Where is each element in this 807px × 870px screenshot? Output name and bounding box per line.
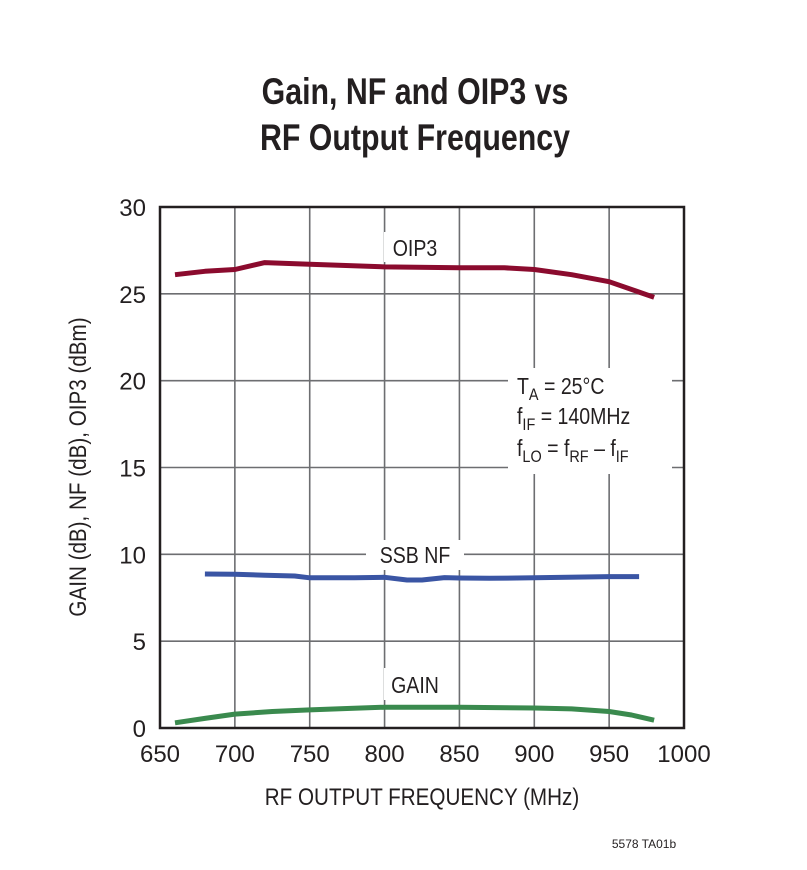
annotation-fif: fIF = 140MHz xyxy=(517,404,630,435)
x-tick-label: 900 xyxy=(514,741,554,768)
title-line-2: RF Output Frequency xyxy=(260,117,570,159)
x-tick-label: 950 xyxy=(589,741,629,768)
series-line-ssb-nf xyxy=(204,571,640,583)
series-line-gain xyxy=(174,704,655,726)
x-axis-label: RF OUTPUT FREQUENCY (MHz) xyxy=(265,784,579,811)
y-tick-label: 5 xyxy=(133,629,146,656)
annotation-ta: TA = 25°C xyxy=(517,374,604,405)
y-tick-label: 10 xyxy=(119,542,146,569)
series-group xyxy=(174,260,655,726)
x-tick-label: 1000 xyxy=(657,741,710,768)
series-labels: OIP3 SSB NF GAIN xyxy=(366,232,464,700)
plot-frame xyxy=(158,205,686,730)
y-tick-label: 25 xyxy=(119,282,146,309)
y-tick-label: 15 xyxy=(119,456,146,483)
y-axis-label: GAIN (dB), NF (dB), OIP3 (dBm) xyxy=(65,317,92,616)
x-tick-label: 700 xyxy=(215,741,255,768)
y-tick-label: 0 xyxy=(133,716,146,743)
x-tick-label: 850 xyxy=(439,741,479,768)
title-line-1: Gain, NF and OIP3 vs xyxy=(262,71,569,113)
x-tick-label: 650 xyxy=(140,741,180,768)
y-tick-label: 30 xyxy=(119,195,146,222)
label-gain: GAIN xyxy=(391,673,439,699)
tick-labels: 650 700 750 800 850 900 950 1000 0 5 10 15 20 25 30 xyxy=(119,195,710,768)
label-oip3: OIP3 xyxy=(393,236,438,262)
series-line-oip3 xyxy=(174,260,655,300)
chart-title: Gain, NF and OIP3 vs RF Output Frequency xyxy=(260,71,570,159)
label-ssb-nf: SSB NF xyxy=(380,543,451,569)
annotation-flo: fLO = fRF – fIF xyxy=(517,436,629,467)
y-tick-label: 20 xyxy=(119,369,146,396)
x-tick-label: 750 xyxy=(290,741,330,768)
conditions-annotation: TA = 25°C fIF = 140MHz fLO = fRF – fIF xyxy=(508,368,672,474)
x-tick-label: 800 xyxy=(365,741,405,768)
figure-id: 5578 TA01b xyxy=(612,837,677,851)
